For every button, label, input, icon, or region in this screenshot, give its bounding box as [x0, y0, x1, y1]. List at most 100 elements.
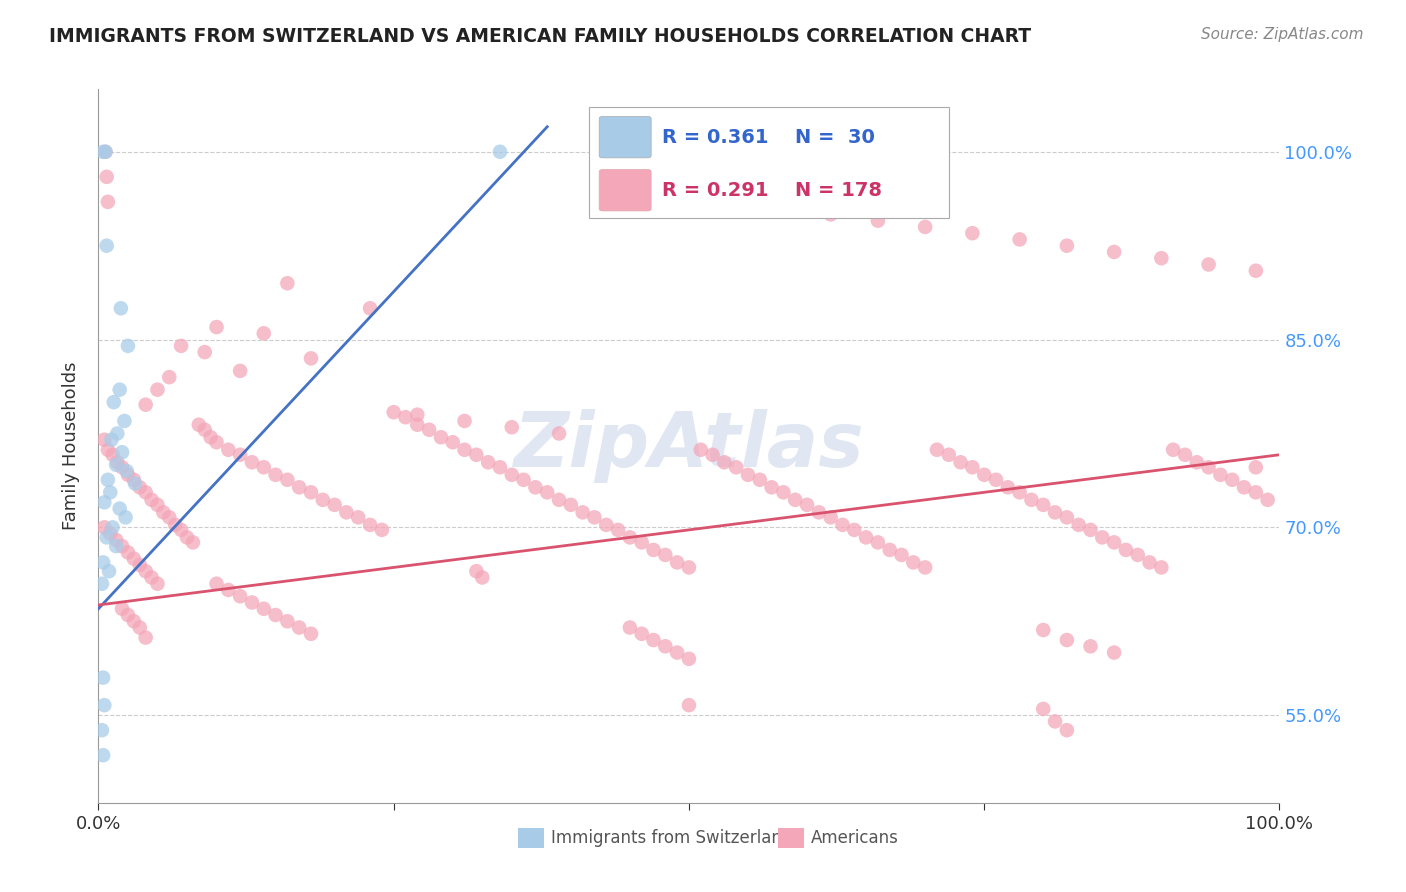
Point: [678, 652, 700, 666]
Point: [465, 448, 488, 462]
Point: [187, 417, 209, 432]
Point: [371, 523, 394, 537]
Point: [1244, 264, 1267, 278]
Point: [630, 535, 652, 549]
Point: [94, 145, 117, 159]
Point: [1091, 530, 1114, 544]
Point: [524, 480, 547, 494]
Point: [571, 505, 593, 519]
Point: [200, 430, 222, 444]
Point: [984, 473, 1007, 487]
Point: [890, 548, 912, 562]
Point: [866, 535, 889, 549]
Point: [1067, 517, 1090, 532]
Point: [725, 460, 748, 475]
Point: [135, 631, 157, 645]
Point: [772, 485, 794, 500]
Point: [105, 455, 128, 469]
Point: [643, 542, 665, 557]
Point: [820, 207, 842, 221]
Point: [536, 485, 558, 500]
Point: [548, 426, 571, 441]
Point: [229, 589, 252, 603]
Point: [93, 698, 115, 713]
Point: [1008, 232, 1031, 246]
Point: [347, 510, 370, 524]
Point: [111, 601, 134, 615]
Point: [122, 473, 145, 487]
Point: [105, 426, 128, 441]
Point: [288, 480, 311, 494]
Point: [1185, 455, 1208, 469]
Point: [96, 238, 118, 252]
Point: [253, 460, 276, 475]
Point: [108, 383, 131, 397]
Point: [654, 548, 676, 562]
Point: [194, 423, 217, 437]
Point: [152, 505, 174, 519]
Point: [737, 467, 759, 482]
Point: [91, 671, 114, 685]
Point: [141, 492, 163, 507]
Point: [112, 414, 135, 428]
Point: [105, 533, 128, 547]
Point: [122, 614, 145, 628]
Point: [382, 405, 405, 419]
Point: [1150, 251, 1173, 265]
Point: [97, 442, 120, 457]
Point: [229, 364, 252, 378]
Point: [98, 485, 121, 500]
Point: [489, 145, 512, 159]
Point: [643, 633, 665, 648]
Point: [299, 351, 322, 366]
Point: [761, 480, 783, 494]
Point: [97, 473, 120, 487]
Point: [406, 417, 429, 432]
Point: [1198, 460, 1220, 475]
Point: [1102, 244, 1125, 259]
Point: [1056, 510, 1078, 524]
Point: [713, 455, 735, 469]
Text: R = 0.361: R = 0.361: [662, 128, 768, 146]
Point: [430, 430, 453, 444]
Point: [100, 433, 122, 447]
Point: [176, 530, 198, 544]
Point: [157, 370, 180, 384]
Point: [666, 556, 689, 570]
Point: [820, 510, 842, 524]
Point: [165, 517, 187, 532]
Y-axis label: Family Households: Family Households: [62, 362, 80, 530]
Point: [288, 621, 311, 635]
Point: [501, 420, 523, 434]
Text: Immigrants from Switzerland: Immigrants from Switzerland: [551, 829, 792, 847]
Point: [962, 226, 984, 240]
Point: [117, 467, 139, 482]
Point: [1032, 498, 1054, 512]
Point: [111, 460, 134, 475]
Text: IMMIGRANTS FROM SWITZERLAND VS AMERICAN FAMILY HOUSEHOLDS CORRELATION CHART: IMMIGRANTS FROM SWITZERLAND VS AMERICAN …: [49, 27, 1032, 45]
Text: Americans: Americans: [811, 829, 898, 847]
Point: [501, 467, 523, 482]
Point: [91, 556, 114, 570]
Point: [94, 145, 117, 159]
Point: [217, 582, 239, 597]
Point: [1126, 548, 1149, 562]
Point: [1056, 633, 1078, 648]
Point: [335, 505, 357, 519]
Point: [217, 442, 239, 457]
Point: [938, 448, 960, 462]
Point: [276, 614, 298, 628]
FancyBboxPatch shape: [599, 169, 651, 211]
Point: [1161, 442, 1184, 457]
Point: [170, 339, 193, 353]
Point: [122, 551, 145, 566]
Point: [796, 498, 818, 512]
Point: [93, 520, 115, 534]
Point: [925, 442, 948, 457]
Point: [654, 640, 676, 654]
Point: [124, 476, 146, 491]
Point: [1244, 485, 1267, 500]
Point: [101, 520, 124, 534]
Point: [170, 523, 193, 537]
FancyBboxPatch shape: [589, 107, 949, 218]
